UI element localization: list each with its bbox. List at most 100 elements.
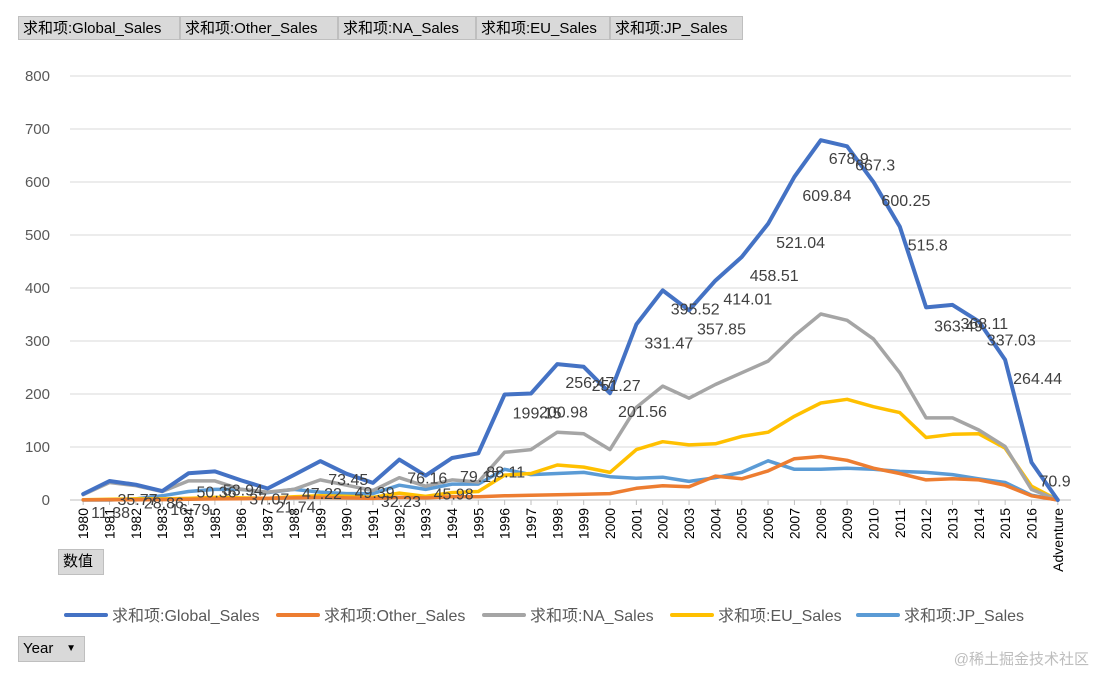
- data-label: 50.36: [197, 484, 237, 501]
- x-tick-label: 1996: [497, 508, 513, 539]
- x-tick-label: 2004: [707, 508, 723, 539]
- year-field-label: Year: [23, 640, 54, 657]
- data-label: 200.98: [539, 404, 588, 421]
- data-label: 45.98: [434, 487, 474, 504]
- data-label: 70.9: [1039, 473, 1070, 490]
- data-label: 609.84: [802, 188, 851, 205]
- gridlines: [70, 75, 1071, 501]
- x-tick-label: 1980: [75, 508, 91, 539]
- data-label: 201.56: [618, 404, 667, 421]
- x-tick-label: 2008: [813, 508, 829, 539]
- field-button-jp-sales[interactable]: 求和项:JP_Sales: [610, 16, 743, 40]
- x-tick-label: 2003: [681, 508, 697, 539]
- x-tick-label: 2009: [839, 508, 855, 539]
- y-tick-label: 800: [25, 68, 50, 85]
- x-tick-label: 2007: [786, 508, 802, 539]
- x-tick-label: 1998: [549, 508, 565, 539]
- x-tick-label: 2015: [997, 508, 1013, 539]
- watermark: @稀土掘金技术社区: [953, 651, 1089, 668]
- y-axis-tick-labels: 0 100 200 300 400 500 600 700 800: [25, 68, 50, 509]
- data-label: 600.25: [881, 193, 930, 210]
- y-tick-label: 500: [25, 227, 50, 244]
- x-tick-label: 1981: [102, 508, 118, 539]
- data-label: 521.04: [776, 235, 825, 252]
- data-label: 667.3: [855, 157, 895, 174]
- values-field-button[interactable]: 数值: [58, 549, 104, 575]
- x-tick-label: 1984: [181, 508, 197, 539]
- data-label: 73.45: [328, 472, 368, 489]
- data-label: 331.47: [644, 335, 693, 352]
- field-button-na-sales[interactable]: 求和项:NA_Sales: [338, 16, 476, 40]
- series-lines: [81, 138, 1060, 502]
- legend-label: 求和项:NA_Sales: [530, 607, 654, 625]
- field-button-eu-sales[interactable]: 求和项:EU_Sales: [476, 16, 610, 40]
- series-line-global: [81, 138, 1060, 502]
- data-label: 256.47: [565, 375, 614, 392]
- data-label: 16.79: [170, 502, 210, 519]
- data-label: 199.15: [513, 405, 562, 422]
- series-line-other: [81, 454, 1060, 502]
- x-tick-label: 2010: [865, 508, 881, 539]
- field-button-global-sales[interactable]: 求和项:Global_Sales: [18, 16, 180, 40]
- y-tick-label: 200: [25, 386, 50, 403]
- x-tick-label: 1997: [523, 508, 539, 539]
- legend: 求和项:Global_Sales 求和项:Other_Sales 求和项:NA_Sa…: [64, 607, 1024, 625]
- x-tick-label: 2011: [892, 508, 908, 538]
- year-axis-field-button[interactable]: Year ▼: [18, 636, 85, 662]
- data-label: 32.23: [381, 494, 421, 511]
- data-label: 368.11: [960, 316, 1008, 333]
- x-tick-label: 2014: [971, 508, 987, 539]
- data-label: 21.74: [276, 499, 316, 516]
- series-line-na: [81, 312, 1060, 502]
- data-labels: 11.3835.7728.8616.7950.3653.9437.0721.74…: [91, 151, 1071, 522]
- x-tick-label: 2013: [944, 508, 960, 539]
- data-label: 53.94: [223, 482, 263, 499]
- data-label: 414.01: [723, 292, 772, 309]
- x-tick-label: 1987: [260, 508, 276, 539]
- x-tick-label: 1993: [418, 508, 434, 539]
- y-tick-label: 0: [42, 492, 50, 509]
- x-tick-label: 1992: [391, 508, 407, 539]
- data-label: 35.77: [118, 492, 158, 509]
- x-tick-label: 1995: [470, 508, 486, 539]
- data-label: 357.85: [697, 321, 746, 338]
- x-tick-label: 2012: [918, 508, 934, 539]
- y-tick-label: 100: [25, 439, 50, 456]
- data-label: 678.9: [829, 151, 869, 168]
- y-tick-label: 700: [25, 121, 50, 138]
- data-label: 337.03: [987, 332, 1036, 349]
- x-tick-label: 2005: [734, 508, 750, 539]
- data-label: 458.51: [750, 268, 799, 285]
- x-axis-tick-labels: 1980 1981 1982 1983 1984 1985 1986 1987 1988 1989…: [75, 500, 1066, 572]
- data-label: 47.22: [302, 486, 342, 503]
- y-tick-label: 600: [25, 174, 50, 191]
- legend-label: 求和项:Other_Sales: [324, 607, 465, 625]
- x-tick-label: 1991: [365, 508, 381, 539]
- data-label: 49.39: [355, 485, 395, 502]
- legend-label: 求和项:JP_Sales: [904, 607, 1024, 625]
- x-tick-label: 2000: [602, 508, 618, 539]
- data-label: 363.49: [934, 318, 983, 335]
- x-tick-label: 1990: [339, 508, 355, 539]
- data-label: 79.17: [460, 469, 500, 486]
- field-button-other-sales[interactable]: 求和项:Other_Sales: [180, 16, 338, 40]
- x-tick-label: 2016: [1023, 508, 1039, 539]
- data-label: 515.8: [908, 238, 948, 255]
- x-tick-label: 1988: [286, 508, 302, 539]
- data-label: 395.52: [671, 301, 720, 318]
- data-label: 251.27: [592, 378, 641, 395]
- x-tick-label: 2006: [760, 508, 776, 539]
- dropdown-arrow-icon[interactable]: ▼: [66, 643, 76, 654]
- x-tick-label: 1999: [576, 508, 592, 539]
- data-label: 11.38: [91, 505, 130, 522]
- x-tick-label: 1994: [444, 508, 460, 539]
- x-tick-label: 1983: [154, 508, 170, 539]
- data-label: 264.44: [1013, 371, 1062, 388]
- x-tick-label: 2001: [628, 508, 644, 539]
- y-tick-label: 300: [25, 333, 50, 350]
- x-tick-label: 1985: [207, 508, 223, 539]
- y-tick-label: 400: [25, 280, 50, 297]
- legend-label: 求和项:Global_Sales: [112, 607, 260, 625]
- data-label: 76.16: [407, 471, 447, 488]
